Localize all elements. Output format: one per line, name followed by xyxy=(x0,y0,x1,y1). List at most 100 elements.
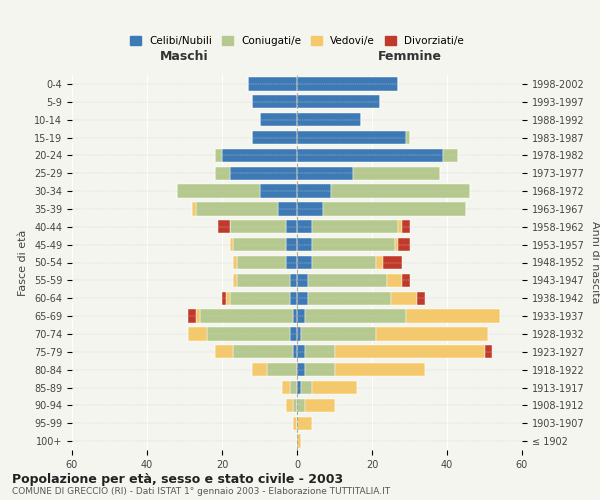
Bar xyxy=(297,166,353,180)
Bar xyxy=(297,148,443,162)
Bar xyxy=(297,363,305,376)
Bar xyxy=(293,345,297,358)
Bar xyxy=(233,238,286,252)
Bar xyxy=(402,274,409,287)
Bar xyxy=(196,310,199,323)
Bar xyxy=(293,416,297,430)
Bar xyxy=(297,113,361,126)
Bar xyxy=(398,220,402,234)
Bar xyxy=(308,292,391,305)
Bar xyxy=(260,184,297,198)
Bar xyxy=(226,292,229,305)
Bar xyxy=(278,202,297,215)
Bar xyxy=(290,327,297,340)
Bar xyxy=(290,381,297,394)
Bar xyxy=(443,148,458,162)
Bar xyxy=(323,202,466,215)
Bar xyxy=(297,256,312,269)
Bar xyxy=(305,345,335,358)
Bar xyxy=(229,238,233,252)
Bar xyxy=(308,274,387,287)
Bar xyxy=(297,381,301,394)
Bar xyxy=(297,327,301,340)
Bar xyxy=(297,292,308,305)
Bar xyxy=(297,184,331,198)
Bar xyxy=(297,95,380,108)
Bar xyxy=(233,274,237,287)
Bar xyxy=(199,310,293,323)
Bar xyxy=(297,77,398,90)
Bar xyxy=(312,381,357,394)
Y-axis label: Fasce di età: Fasce di età xyxy=(19,230,28,296)
Bar xyxy=(286,398,293,412)
Bar xyxy=(267,363,297,376)
Bar xyxy=(305,310,406,323)
Bar xyxy=(312,220,398,234)
Bar xyxy=(248,77,297,90)
Bar xyxy=(237,256,286,269)
Text: Popolazione per età, sesso e stato civile - 2003: Popolazione per età, sesso e stato civil… xyxy=(12,472,343,486)
Bar xyxy=(286,256,297,269)
Bar xyxy=(353,166,439,180)
Bar xyxy=(252,363,267,376)
Bar xyxy=(376,256,383,269)
Bar xyxy=(297,416,312,430)
Bar xyxy=(207,327,290,340)
Bar xyxy=(387,274,402,287)
Bar xyxy=(282,381,290,394)
Bar xyxy=(312,238,395,252)
Bar xyxy=(335,363,425,376)
Bar xyxy=(293,398,297,412)
Bar xyxy=(215,148,222,162)
Bar xyxy=(297,398,305,412)
Bar xyxy=(301,381,312,394)
Bar xyxy=(177,184,260,198)
Bar xyxy=(297,202,323,215)
Text: Maschi: Maschi xyxy=(160,50,209,62)
Bar xyxy=(229,220,286,234)
Bar xyxy=(417,292,425,305)
Bar xyxy=(229,166,297,180)
Bar xyxy=(402,220,409,234)
Bar xyxy=(376,327,488,340)
Text: Femmine: Femmine xyxy=(377,50,442,62)
Bar xyxy=(188,310,196,323)
Bar xyxy=(233,256,237,269)
Bar xyxy=(331,184,470,198)
Bar xyxy=(192,202,196,215)
Bar xyxy=(252,95,297,108)
Bar xyxy=(297,220,312,234)
Bar xyxy=(293,310,297,323)
Bar xyxy=(297,434,301,448)
Bar xyxy=(286,238,297,252)
Bar xyxy=(398,238,409,252)
Bar xyxy=(297,310,305,323)
Bar xyxy=(335,345,485,358)
Text: COMUNE DI GRECCIO (RI) - Dati ISTAT 1° gennaio 2003 - Elaborazione TUTTITALIA.IT: COMUNE DI GRECCIO (RI) - Dati ISTAT 1° g… xyxy=(12,488,390,496)
Bar xyxy=(218,220,229,234)
Bar xyxy=(286,220,297,234)
Bar xyxy=(406,310,499,323)
Bar xyxy=(297,238,312,252)
Bar xyxy=(305,363,335,376)
Bar xyxy=(233,345,293,358)
Bar xyxy=(305,398,335,412)
Bar xyxy=(215,166,229,180)
Y-axis label: Anni di nascita: Anni di nascita xyxy=(590,221,600,304)
Bar xyxy=(252,131,297,144)
Bar xyxy=(188,327,207,340)
Bar xyxy=(297,131,406,144)
Bar xyxy=(222,292,226,305)
Bar xyxy=(215,345,233,358)
Bar xyxy=(406,131,409,144)
Bar xyxy=(297,274,308,287)
Bar xyxy=(222,148,297,162)
Bar xyxy=(312,256,376,269)
Bar xyxy=(229,292,290,305)
Bar xyxy=(237,274,290,287)
Legend: Celibi/Nubili, Coniugati/e, Vedovi/e, Divorziati/e: Celibi/Nubili, Coniugati/e, Vedovi/e, Di… xyxy=(126,32,468,50)
Bar xyxy=(196,202,278,215)
Bar xyxy=(391,292,417,305)
Bar xyxy=(301,327,376,340)
Bar xyxy=(260,113,297,126)
